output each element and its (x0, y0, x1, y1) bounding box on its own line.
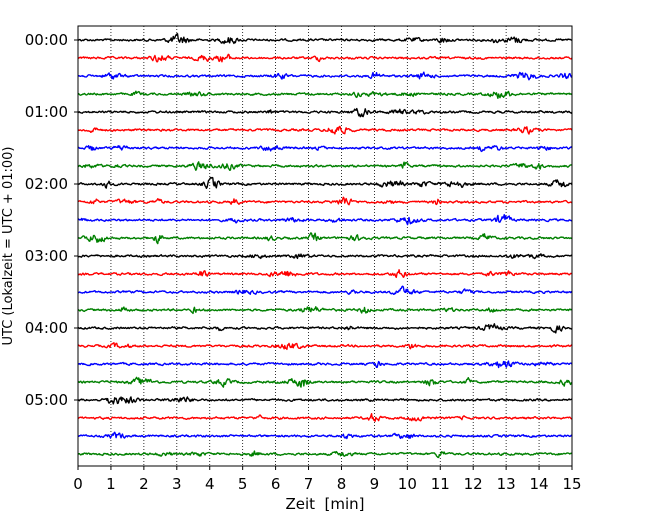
x-tick-label: 3 (172, 475, 182, 493)
x-tick-label: 6 (271, 475, 281, 493)
trace-row (77, 213, 573, 226)
trace-row (77, 342, 573, 351)
trace-row (77, 376, 573, 388)
y-tick-label: 02:00 (25, 175, 68, 193)
trace-row (77, 269, 573, 279)
trace-row (77, 396, 573, 405)
trace-row (77, 450, 573, 459)
x-tick-label: 15 (562, 475, 581, 493)
x-tick-label: 0 (73, 475, 83, 493)
y-tick-label: 00:00 (25, 31, 68, 49)
trace-row (77, 323, 573, 334)
y-tick-label: 05:00 (25, 391, 68, 409)
plot-frame (77, 25, 573, 467)
trace-row (77, 306, 573, 315)
trace-row (77, 232, 573, 245)
x-tick-label: 11 (431, 475, 450, 493)
trace-row (77, 161, 573, 172)
trace-row (77, 71, 573, 81)
y-axis-label: UTC (Lokalzeit = UTC + 01:00) (1, 147, 16, 346)
trace-row (77, 285, 573, 296)
grid-layer (110, 26, 540, 466)
x-tick-label: 7 (304, 475, 314, 493)
x-axis-label: Zeit [min] (285, 495, 364, 513)
x-tick-label: 12 (464, 475, 483, 493)
y-tick-label: 03:00 (25, 247, 68, 265)
trace-row (77, 431, 573, 440)
x-tick-label: 13 (497, 475, 516, 493)
trace-row (77, 33, 573, 45)
trace-row (77, 125, 573, 135)
x-tick-label: 10 (398, 475, 417, 493)
trace-row (77, 53, 573, 63)
x-tick-label: 8 (337, 475, 347, 493)
x-tick-label: 1 (106, 475, 116, 493)
x-tick-label: 4 (205, 475, 215, 493)
x-tick-label: 5 (238, 475, 248, 493)
trace-row (77, 90, 573, 99)
x-tick-label: 2 (139, 475, 149, 493)
trace-row (77, 360, 573, 369)
x-tick-label: 9 (370, 475, 380, 493)
trace-row (77, 107, 573, 118)
trace-row (77, 176, 573, 190)
y-tick-label: 04:00 (25, 319, 68, 337)
trace-row (77, 412, 573, 422)
trace-row (77, 145, 573, 153)
trace-row (78, 196, 573, 206)
x-tick-label: 14 (530, 475, 549, 493)
trace-row (77, 253, 573, 260)
trace-layer (77, 33, 573, 459)
y-tick-label: 01:00 (25, 103, 68, 121)
x-axis-ticks: 0 1 2 3 4 5 6 7 8 9 10 11 12 13 14 15 (73, 466, 582, 493)
y-axis-ticks: 00:00 01:00 02:00 03:00 04:00 05:00 (25, 31, 78, 409)
